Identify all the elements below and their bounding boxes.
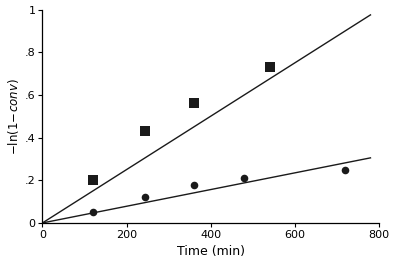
- Point: [191, 101, 197, 106]
- X-axis label: Time (min): Time (min): [177, 246, 245, 258]
- Point: [142, 129, 149, 133]
- Point: [342, 167, 348, 172]
- Point: [191, 182, 197, 187]
- Y-axis label: $-\ln(1\!-\!\mathit{conv})$: $-\ln(1\!-\!\mathit{conv})$: [6, 78, 21, 155]
- Point: [241, 176, 247, 180]
- Point: [142, 195, 149, 199]
- Point: [266, 65, 273, 69]
- Point: [90, 178, 96, 182]
- Point: [90, 210, 96, 214]
